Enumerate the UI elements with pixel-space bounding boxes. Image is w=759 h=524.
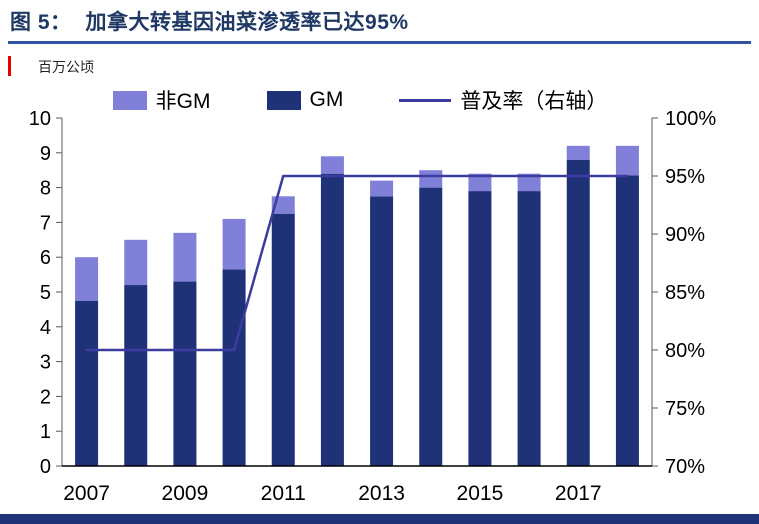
gm-bar — [271, 213, 295, 466]
gm-swatch-icon — [266, 90, 301, 110]
unit-label: 百万公顷 — [38, 59, 94, 75]
x-axis-tick-label: 2009 — [162, 482, 209, 505]
non-gm-bar — [468, 173, 492, 192]
figure-number: 图 5： — [10, 11, 72, 34]
left-axis-tick-label: 2 — [40, 386, 51, 408]
right-axis-tick-label: 100% — [665, 108, 716, 130]
right-axis-tick-label: 80% — [665, 340, 705, 362]
legend-item-rate: 普及率（右轴） — [399, 85, 607, 115]
legend-label-gm: GM — [309, 88, 344, 111]
left-axis-tick-label: 3 — [40, 352, 51, 374]
x-axis-tick-label: 2007 — [63, 482, 110, 505]
left-axis-tick-label: 0 — [40, 456, 51, 478]
legend-label-non-gm: 非GM — [155, 90, 211, 113]
left-axis-tick-label: 7 — [40, 212, 51, 234]
right-axis-tick-label: 95% — [665, 166, 705, 188]
gm-bar — [517, 191, 541, 466]
non-gm-bar — [615, 145, 639, 176]
gm-bar — [615, 175, 639, 467]
non-gm-swatch-icon — [112, 90, 147, 110]
left-axis-tick-label: 5 — [40, 282, 51, 304]
right-axis-tick-label: 75% — [665, 398, 705, 420]
non-gm-bar — [124, 239, 148, 286]
left-axis-tick-label: 4 — [40, 317, 51, 339]
non-gm-bar — [419, 170, 443, 188]
title-text: 加拿大转基因油菜渗透率已达95% — [85, 11, 409, 34]
title-underline — [8, 41, 751, 44]
gm-bar — [468, 191, 492, 466]
non-gm-bar — [566, 145, 590, 160]
x-axis-tick-label: 2015 — [457, 482, 504, 505]
gm-bar — [124, 285, 148, 466]
footer-bar — [0, 514, 759, 524]
legend-item-gm: GM — [266, 88, 344, 112]
x-axis-tick-label: 2017 — [555, 482, 602, 505]
gm-bar — [419, 187, 443, 466]
non-gm-bar — [222, 218, 246, 270]
non-gm-bar — [370, 180, 394, 197]
left-axis-tick-label: 8 — [40, 178, 51, 200]
non-gm-bar — [173, 232, 197, 282]
right-axis-tick-label: 90% — [665, 224, 705, 246]
rate-line-swatch-icon — [399, 98, 452, 102]
left-axis-tick-label: 9 — [40, 143, 51, 165]
penetration-rate-line — [85, 174, 629, 352]
gm-bar — [566, 159, 590, 466]
gm-bar — [75, 300, 99, 466]
non-gm-bar — [320, 156, 344, 174]
non-gm-bar — [75, 257, 99, 301]
gm-bar — [222, 269, 246, 466]
legend: 非GM GM 普及率（右轴） — [70, 85, 650, 115]
gm-bar — [320, 173, 344, 466]
legend-label-rate: 普及率（右轴） — [460, 90, 608, 113]
x-axis-tick-label: 2013 — [358, 482, 405, 505]
chart-title: 图 5： 加拿大转基因油菜渗透率已达95% — [10, 6, 409, 36]
right-axis-tick-label: 70% — [665, 456, 705, 478]
left-axis-tick-label: 6 — [40, 247, 51, 269]
left-axis-tick-label: 10 — [29, 108, 51, 130]
x-axis-tick-label: 2011 — [261, 482, 306, 505]
gm-bar — [370, 196, 394, 467]
right-axis-tick-label: 85% — [665, 282, 705, 304]
red-accent-mark — [8, 56, 11, 76]
legend-item-non-gm: 非GM — [112, 85, 211, 115]
non-gm-bar — [517, 173, 541, 192]
left-axis-tick-label: 1 — [40, 421, 51, 443]
gm-bar — [173, 281, 197, 466]
